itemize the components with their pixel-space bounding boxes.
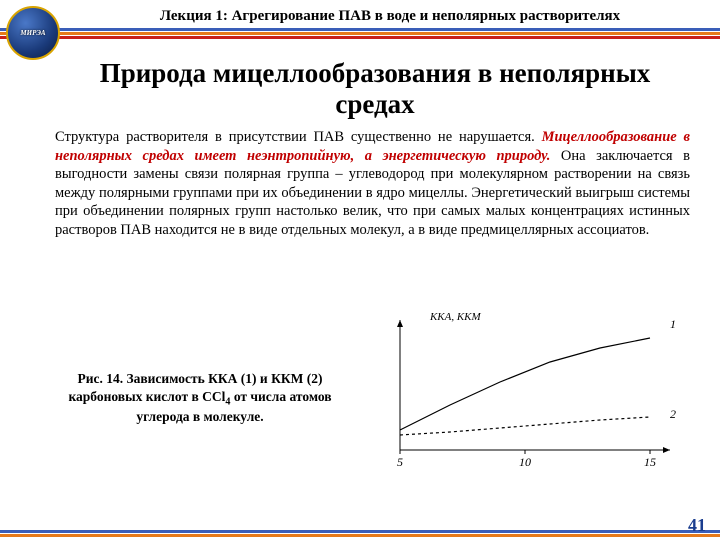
footer-band xyxy=(0,530,720,540)
figure-area: Рис. 14. Зависимость ККА (1) и ККМ (2) к… xyxy=(0,310,720,510)
logo-text: МИРЭА xyxy=(20,29,45,37)
figure-caption: Рис. 14. Зависимость ККА (1) и ККМ (2) к… xyxy=(45,370,355,426)
svg-text:ККА, ККМ: ККА, ККМ xyxy=(429,311,481,323)
footer-stripe-blue xyxy=(0,530,720,533)
cap-l3: углерода в молекуле. xyxy=(136,409,263,424)
university-logo: МИРЭА xyxy=(6,6,60,60)
stripe-red xyxy=(0,36,720,39)
cap-l1: Рис. 14. Зависимость ККА (1) и ККМ (2) xyxy=(77,371,322,386)
body-text: Структура растворителя в присутствии ПАВ… xyxy=(55,128,690,239)
chart-svg: ККА, ККМ 5 10 15 1 2 xyxy=(370,310,690,490)
stripe-blue xyxy=(0,28,720,31)
body-p1: Структура растворителя в присутствии ПАВ… xyxy=(55,129,535,145)
svg-text:15: 15 xyxy=(644,455,656,469)
stripe-orange xyxy=(0,32,720,35)
cap-l2b: от числа атомов xyxy=(230,389,331,404)
footer-stripe-orange xyxy=(0,534,720,537)
cap-l2: карбоновых кислот в CCl xyxy=(68,389,225,404)
svg-text:1: 1 xyxy=(670,317,676,331)
svg-text:10: 10 xyxy=(519,455,531,469)
lecture-label: Лекция 1: Агрегирование ПАВ в воде и неп… xyxy=(70,8,710,25)
slide-title: Природа мицеллообразования в неполярных … xyxy=(60,58,690,120)
svg-text:2: 2 xyxy=(670,407,676,421)
page-number: 41 xyxy=(688,515,706,536)
svg-text:5: 5 xyxy=(397,455,403,469)
